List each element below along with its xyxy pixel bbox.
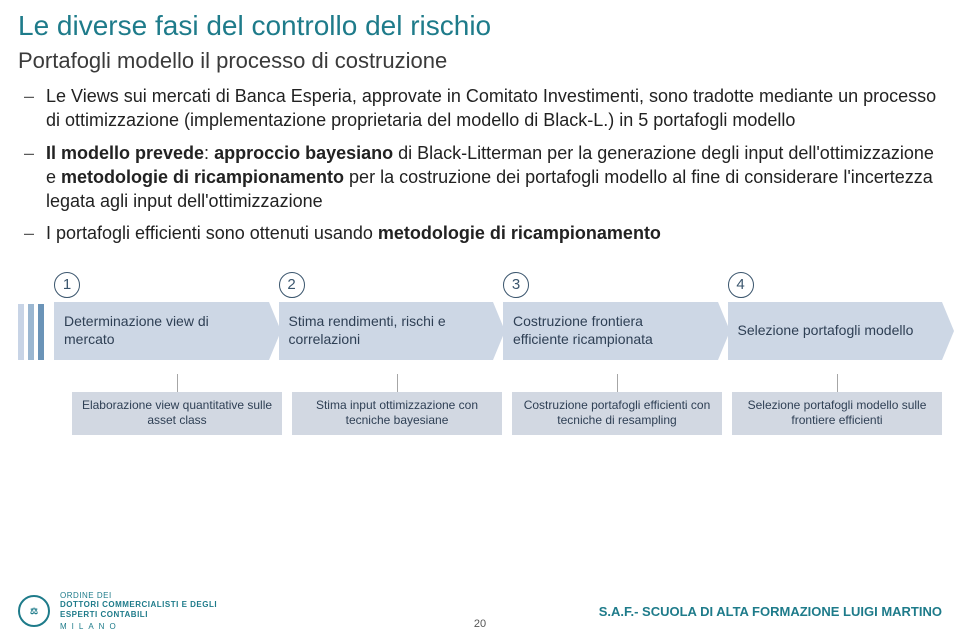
step-col: 2 Stima rendimenti, rischi e correlazion… — [279, 272, 494, 360]
sub-col: Elaborazione view quantitative sulle ass… — [72, 374, 282, 435]
bullet-item: Il modello prevede: approccio bayesiano … — [46, 141, 940, 214]
process-steps: 1 Determinazione view di mercato 2 Stima… — [0, 254, 960, 360]
step-box: Costruzione frontiera efficiente ricampi… — [503, 302, 718, 360]
footer: ⚖ ORDINE DEI DOTTORI COMMERCIALISTI E DE… — [0, 582, 960, 640]
bullet-item: Le Views sui mercati di Banca Esperia, a… — [46, 84, 940, 133]
page-number: 20 — [474, 618, 486, 630]
bullet-list: Le Views sui mercati di Banca Esperia, a… — [0, 84, 960, 246]
sub-col: Stima input ottimizzazione con tecniche … — [292, 374, 502, 435]
sub-box: Elaborazione view quantitative sulle ass… — [72, 392, 282, 435]
step-col: 3 Costruzione frontiera efficiente ricam… — [503, 272, 718, 360]
step-number: 2 — [279, 272, 305, 298]
footer-right: S.A.F.- SCUOLA DI ALTA FORMAZIONE LUIGI … — [599, 604, 942, 619]
logo-text: ORDINE DEI DOTTORI COMMERCIALISTI E DEGL… — [60, 591, 217, 631]
step-number: 4 — [728, 272, 754, 298]
step-col: 1 Determinazione view di mercato — [54, 272, 269, 360]
sub-box: Costruzione portafogli efficienti con te… — [512, 392, 722, 435]
step-box: Stima rendimenti, rischi e correlazioni — [279, 302, 494, 360]
step-number: 3 — [503, 272, 529, 298]
page-title: Le diverse fasi del controllo del rischi… — [0, 0, 960, 48]
page-subtitle: Portafogli modello il processo di costru… — [0, 48, 960, 84]
step-box: Selezione portafogli modello — [728, 302, 943, 360]
step-box: Determinazione view di mercato — [54, 302, 269, 360]
decorative-stripes — [18, 272, 44, 360]
sub-box: Stima input ottimizzazione con tecniche … — [292, 392, 502, 435]
sub-col: Selezione portafogli modello sulle front… — [732, 374, 942, 435]
sub-col: Costruzione portafogli efficienti con te… — [512, 374, 722, 435]
footer-left-logo: ⚖ ORDINE DEI DOTTORI COMMERCIALISTI E DE… — [18, 591, 217, 631]
bullet-item: I portafogli efficienti sono ottenuti us… — [46, 221, 940, 245]
step-col: 4 Selezione portafogli modello — [728, 272, 943, 360]
logo-badge-icon: ⚖ — [18, 595, 50, 627]
step-number: 1 — [54, 272, 80, 298]
sub-steps: Elaborazione view quantitative sulle ass… — [0, 360, 960, 435]
sub-box: Selezione portafogli modello sulle front… — [732, 392, 942, 435]
